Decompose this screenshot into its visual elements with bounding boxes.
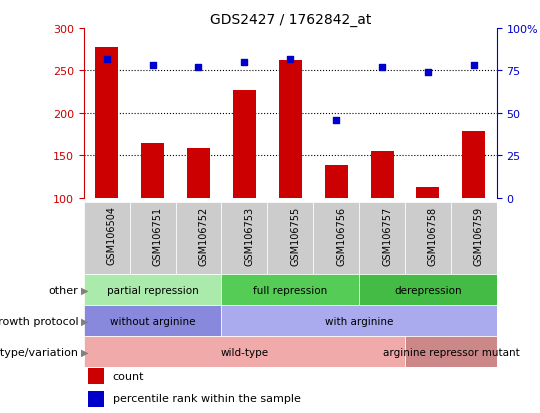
Point xyxy=(286,56,295,63)
Bar xyxy=(359,202,405,275)
Text: GSM106504: GSM106504 xyxy=(107,206,117,265)
Bar xyxy=(313,202,359,275)
Text: GSM106751: GSM106751 xyxy=(153,206,163,265)
Text: GSM106758: GSM106758 xyxy=(428,206,438,265)
Bar xyxy=(279,61,302,198)
Text: ▶: ▶ xyxy=(81,316,89,326)
Point xyxy=(103,56,111,63)
Text: percentile rank within the sample: percentile rank within the sample xyxy=(113,394,300,404)
Bar xyxy=(405,337,497,368)
Text: genotype/variation: genotype/variation xyxy=(0,347,78,357)
Bar xyxy=(462,131,485,198)
Bar xyxy=(88,391,104,406)
Bar xyxy=(130,202,176,275)
Text: ▶: ▶ xyxy=(81,347,89,357)
Bar xyxy=(233,91,256,198)
Bar xyxy=(84,306,221,337)
Text: GSM106755: GSM106755 xyxy=(291,206,300,265)
Text: other: other xyxy=(49,285,78,295)
Point xyxy=(194,64,203,71)
Text: GSM106759: GSM106759 xyxy=(474,206,484,265)
Text: without arginine: without arginine xyxy=(110,316,195,326)
Text: GSM106757: GSM106757 xyxy=(382,206,392,265)
Point xyxy=(240,59,249,66)
Point xyxy=(424,70,433,76)
Text: partial repression: partial repression xyxy=(107,285,198,295)
Bar xyxy=(221,306,497,337)
Text: with arginine: with arginine xyxy=(325,316,393,326)
Text: GSM106753: GSM106753 xyxy=(244,206,254,265)
Bar xyxy=(221,202,267,275)
Text: count: count xyxy=(113,371,144,381)
Text: ▶: ▶ xyxy=(81,285,89,295)
Bar xyxy=(405,202,451,275)
Bar xyxy=(370,152,394,198)
Bar xyxy=(221,275,359,306)
Bar xyxy=(84,202,130,275)
Bar xyxy=(416,187,440,198)
Bar xyxy=(141,143,164,198)
Text: full repression: full repression xyxy=(253,285,327,295)
Bar xyxy=(84,337,405,368)
Text: GSM106756: GSM106756 xyxy=(336,206,346,265)
Text: derepression: derepression xyxy=(394,285,462,295)
Bar xyxy=(325,166,348,198)
Point xyxy=(148,63,157,69)
Bar xyxy=(95,47,118,198)
Point xyxy=(332,117,341,123)
Bar xyxy=(187,149,210,198)
Title: GDS2427 / 1762842_at: GDS2427 / 1762842_at xyxy=(210,12,371,26)
Bar xyxy=(176,202,221,275)
Text: GSM106752: GSM106752 xyxy=(199,206,208,265)
Bar xyxy=(359,275,497,306)
Point xyxy=(378,64,387,71)
Bar xyxy=(84,275,221,306)
Point xyxy=(470,63,478,69)
Text: growth protocol: growth protocol xyxy=(0,316,78,326)
Text: wild-type: wild-type xyxy=(220,347,268,357)
Bar xyxy=(88,368,104,384)
Bar xyxy=(267,202,313,275)
Text: arginine repressor mutant: arginine repressor mutant xyxy=(382,347,519,357)
Bar xyxy=(451,202,497,275)
